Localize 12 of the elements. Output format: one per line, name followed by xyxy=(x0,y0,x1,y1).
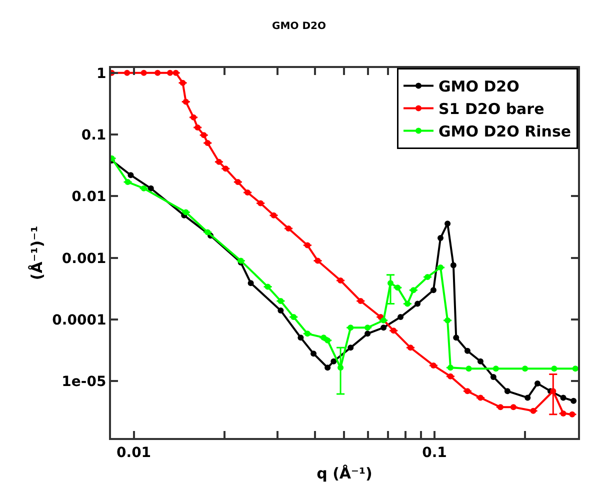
y-tick-label: 1 xyxy=(96,66,106,82)
legend-label: GMO D2O xyxy=(438,78,520,96)
y-tick-label: 1e-05 xyxy=(62,374,106,390)
y-tick-label: 0.01 xyxy=(72,189,106,206)
chart-title: GMO D2O xyxy=(272,21,326,32)
y-axis-title: (Å⁻¹)⁻¹ xyxy=(28,226,46,280)
y-tick-label: 0.1 xyxy=(81,127,106,144)
legend-label: GMO D2O Rinse xyxy=(438,122,572,141)
y-tick-label: 0.0001 xyxy=(52,312,106,328)
legend-label: S1 D2O bare xyxy=(438,100,544,118)
x-axis-title: q (Å⁻¹) xyxy=(316,464,372,482)
y-tick-label: 0.001 xyxy=(62,250,106,267)
